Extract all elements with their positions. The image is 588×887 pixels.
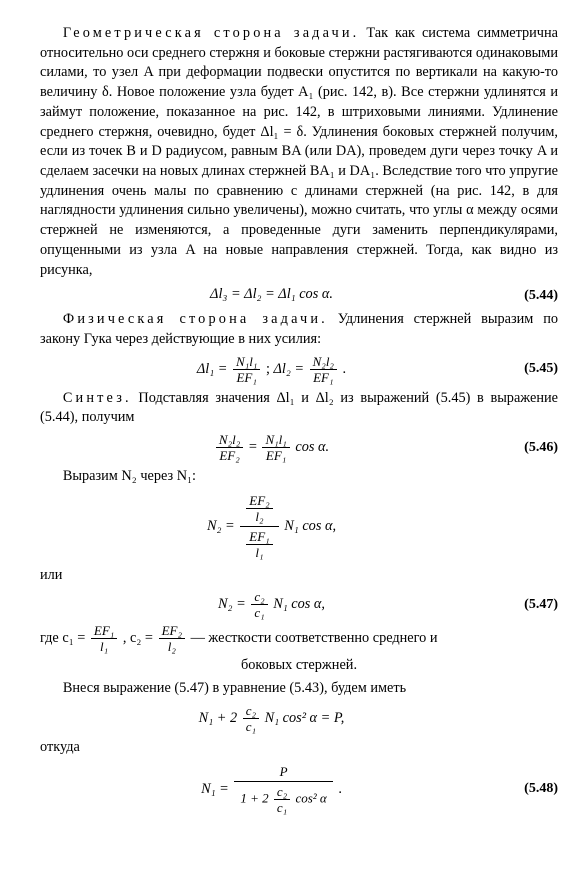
equation-5-47: N₂ = c₂ c₁ N₁ cos α, (5.47) — [40, 590, 558, 619]
eq548-pre: N₁ = — [201, 780, 232, 796]
eq-big-bot: EF₁ l₁ — [240, 527, 278, 561]
para2-heading: Физическая сторона задачи. — [63, 311, 328, 327]
equation-5-45: Δl₁ = N₁l₁ EF₁ ; Δl₂ = N₂l₂ EF₁ . (5.45) — [40, 355, 558, 384]
eq548-top: P — [234, 763, 332, 782]
para5-c1-den: l₁ — [91, 639, 117, 653]
eq545-right-post: . — [343, 360, 347, 376]
paragraph-3: Синтез. Подставляя значения Δl₁ и Δl₂ из… — [40, 389, 558, 428]
eq546-mid: = — [249, 439, 261, 455]
eq-big-bl-num: EF₁ — [246, 530, 272, 545]
para5-c2-frac: EF₂ l₂ — [159, 624, 185, 653]
paragraph-2: Физическая сторона задачи. Удлинения сте… — [40, 310, 558, 349]
eq546-right-den: EF₁ — [262, 448, 289, 462]
eq547-den: c₁ — [251, 605, 267, 619]
eq-5-48-number: (5.48) — [503, 779, 558, 798]
eq546-left-frac: N₂l₂ EF₂ — [216, 433, 243, 462]
para5-c: — жесткости соответственно среднего и — [191, 630, 438, 646]
eq-5-44-text: Δl₃ = Δl₂ = Δl₁ cos α. — [210, 286, 333, 302]
equation-big: N₂ = EF₂ l₂ EF₁ l₁ N₁ cos α, — [40, 492, 558, 561]
eq545-right-frac: N₂l₂ EF₁ — [310, 355, 337, 384]
eq546-right-num: N₁l₁ — [262, 433, 289, 448]
eq-5-48-body: N₁ = P 1 + 2 c₂ c₁ cos² α . — [40, 763, 503, 816]
eq-pre48-a: N₁ + 2 — [199, 710, 241, 726]
paragraph-6: Внеся выражение (5.47) в уравнение (5.43… — [40, 679, 558, 699]
eq-5-44-number: (5.44) — [503, 286, 558, 305]
eq547-post: N₁ cos α, — [273, 596, 325, 612]
para1-heading: Геометрическая сторона задачи. — [63, 25, 360, 41]
equation-5-44: Δl₃ = Δl₂ = Δl₁ cos α. (5.44) — [40, 285, 558, 305]
eq545-right-den: EF₁ — [310, 370, 337, 384]
equation-5-48: N₁ = P 1 + 2 c₂ c₁ cos² α . (5.48) — [40, 763, 558, 816]
equation-5-46: N₂l₂ EF₂ = N₁l₁ EF₁ cos α. (5.46) — [40, 433, 558, 462]
eq-pre48-body: N₁ + 2 c₂ c₁ N₁ cos² α = P, — [40, 704, 503, 733]
eq-5-46-number: (5.46) — [503, 438, 558, 457]
eq-big-body: N₂ = EF₂ l₂ EF₁ l₁ N₁ cos α, — [40, 492, 503, 561]
para1-body: Так как система симметрична относительно… — [40, 25, 558, 278]
word-hence: откуда — [40, 738, 558, 758]
eq-pre48-b: N₁ cos² α = P, — [265, 710, 345, 726]
eq-5-45-number: (5.45) — [503, 359, 558, 378]
eq-big-pre: N₂ = — [207, 517, 238, 533]
eq-5-44-body: Δl₃ = Δl₂ = Δl₁ cos α. — [40, 285, 503, 305]
eq546-right-frac: N₁l₁ EF₁ — [262, 433, 289, 462]
para3-heading: Синтез. — [63, 390, 132, 406]
eq547-pre: N₂ = — [218, 596, 249, 612]
eq-big-bot-inner: EF₁ l₁ — [246, 530, 272, 559]
eq548-bot-den: c₁ — [274, 800, 290, 814]
eq-big-top: EF₂ l₂ — [240, 492, 278, 527]
eq548-bot-num: c₂ — [274, 785, 290, 800]
eq-pre48-num: c₂ — [243, 704, 259, 719]
eq-5-46-body: N₂l₂ EF₂ = N₁l₁ EF₁ cos α. — [40, 433, 503, 462]
eq547-num: c₂ — [251, 590, 267, 605]
equation-pre-48: N₁ + 2 c₂ c₁ N₁ cos² α = P, — [40, 704, 558, 733]
eq548-bot-a: 1 + 2 — [240, 790, 272, 805]
eq-pre48-den: c₁ — [243, 719, 259, 733]
eq-5-47-body: N₂ = c₂ c₁ N₁ cos α, — [40, 590, 503, 619]
eq546-post: cos α. — [295, 439, 329, 455]
eq546-left-den: EF₂ — [216, 448, 243, 462]
eq545-left-pre: Δl₁ = — [197, 360, 231, 376]
para5-b: , c₂ = — [123, 630, 157, 646]
eq548-bigfrac: P 1 + 2 c₂ c₁ cos² α — [234, 763, 332, 816]
eq545-right-pre: Δl₂ = — [273, 360, 307, 376]
paragraph-5: где c₁ = EF₁ l₁ , c₂ = EF₂ l₂ — жесткост… — [40, 624, 558, 653]
eq545-left-frac: N₁l₁ EF₁ — [233, 355, 260, 384]
para5-line2: боковых стержней. — [40, 656, 558, 676]
eq548-bot-b: cos² α — [295, 790, 326, 805]
eq-big-bigfrac: EF₂ l₂ EF₁ l₁ — [240, 492, 278, 561]
eq546-left-num: N₂l₂ — [216, 433, 243, 448]
paragraph-1: Геометрическая сторона задачи. Так как с… — [40, 24, 558, 280]
eq545-left-num: N₁l₁ — [233, 355, 260, 370]
eq-5-47-number: (5.47) — [503, 595, 558, 614]
para5-c2-num: EF₂ — [159, 624, 185, 639]
eq-big-post: N₁ cos α, — [284, 517, 336, 533]
eq548-bot-frac: c₂ c₁ — [274, 785, 290, 814]
eq-big-top-inner: EF₂ l₂ — [246, 494, 272, 523]
eq-big-bl-den: l₁ — [246, 545, 272, 559]
eq-big-tl-den: l₂ — [246, 509, 272, 523]
eq-big-tl-num: EF₂ — [246, 494, 272, 509]
word-or: или — [40, 566, 558, 586]
eq545-right-num: N₂l₂ — [310, 355, 337, 370]
paragraph-4: Выразим N₂ через N₁: — [40, 467, 558, 487]
para5-c1-frac: EF₁ l₁ — [91, 624, 117, 653]
eq-5-45-body: Δl₁ = N₁l₁ EF₁ ; Δl₂ = N₂l₂ EF₁ . — [40, 355, 503, 384]
para5-c1-num: EF₁ — [91, 624, 117, 639]
eq548-post: . — [338, 780, 342, 796]
para5-a: где c₁ = — [40, 630, 89, 646]
eq-pre48-frac: c₂ c₁ — [243, 704, 259, 733]
eq548-bot: 1 + 2 c₂ c₁ cos² α — [234, 782, 332, 816]
eq547-frac: c₂ c₁ — [251, 590, 267, 619]
para5-c2-den: l₂ — [159, 639, 185, 653]
eq545-left-den: EF₁ — [233, 370, 260, 384]
